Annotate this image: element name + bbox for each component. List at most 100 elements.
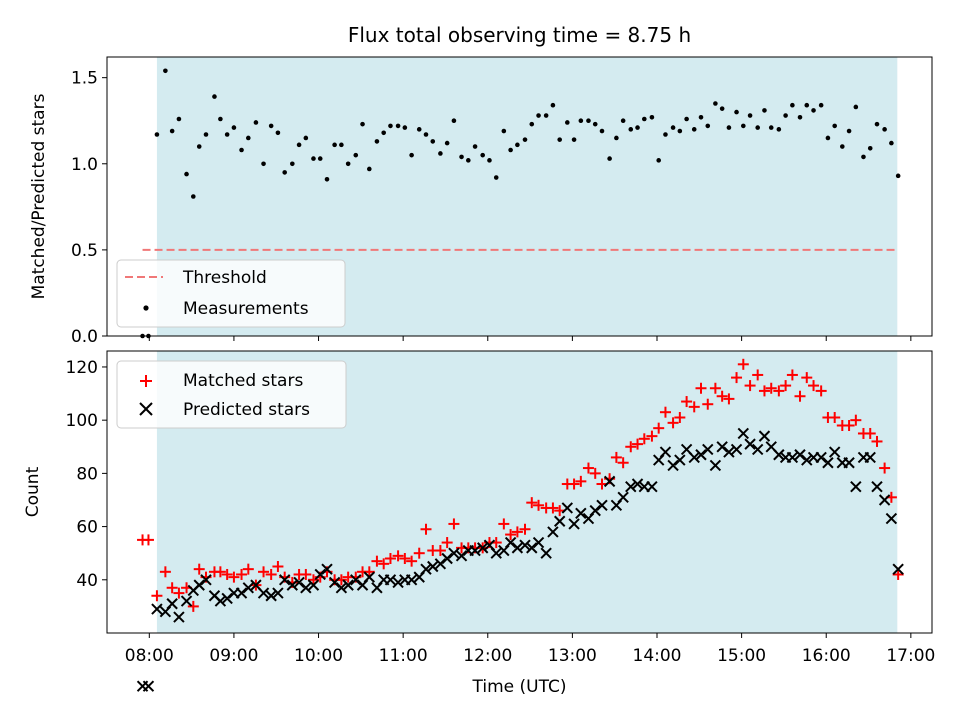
matched-star-point [850, 414, 862, 426]
measurement-point [508, 147, 513, 153]
legend-measurements-swatch [143, 305, 149, 311]
measurement-point [895, 173, 901, 179]
measurement-point [713, 101, 718, 106]
ratio-y-tick-label: 1.0 [71, 155, 98, 175]
matched-star-point [815, 385, 827, 397]
measurement-point [487, 158, 492, 163]
count-plot-frame [106, 350, 933, 634]
measurement-point [677, 128, 683, 134]
matched-star-point [582, 462, 594, 474]
matched-star-point [505, 529, 517, 541]
measurement-point [522, 137, 528, 142]
x-tick-label: 08:00 [125, 646, 174, 666]
measurement-point [416, 127, 422, 132]
matched-star-point [829, 412, 841, 424]
predicted-star-point [737, 427, 750, 440]
matched-star-point [166, 582, 178, 594]
predicted-star-point [434, 558, 447, 570]
matched-star-point [688, 401, 700, 413]
count-panel: 40 60 80 100 120 08:00 09:00 10:00 11:00 12:00 13… [23, 350, 935, 697]
measurement-points [140, 68, 901, 339]
predicted-star-point [892, 563, 904, 575]
ratio-y-axis-label: Matched/Predicted stars [29, 93, 49, 299]
matched-star-point [142, 534, 154, 546]
measurement-point [705, 123, 711, 129]
count-y-tick-label: 120 [66, 358, 98, 378]
x-axis-label: Time (UTC) [472, 677, 567, 697]
measurement-point [290, 161, 295, 167]
predicted-star-point [200, 574, 212, 586]
measurement-point [776, 127, 782, 132]
matched-star-point [519, 523, 531, 535]
matched-star-point [420, 523, 432, 535]
measurement-point [656, 158, 661, 163]
measurement-point [332, 142, 337, 148]
measurement-point [191, 194, 196, 199]
measurement-point [586, 118, 591, 124]
matched-star-point [187, 600, 199, 612]
legend-matched-swatch [140, 375, 152, 387]
measurement-point [691, 127, 697, 132]
matched-star-point [547, 502, 559, 514]
matched-star-point [307, 574, 319, 586]
measurement-point [163, 68, 168, 74]
matched-star-point [441, 537, 453, 549]
measurement-point [176, 116, 182, 122]
measurement-point [846, 128, 852, 134]
matched-star-point [801, 372, 813, 384]
measurement-point [459, 154, 464, 160]
matched-star-point [758, 385, 770, 397]
measurement-point [409, 152, 414, 158]
matched-star-point [533, 499, 545, 511]
predicted-star-point [286, 579, 299, 591]
matched-star-point [392, 550, 404, 562]
matched-star-point [723, 393, 735, 405]
predicted-star-point [278, 574, 291, 586]
predicted-star-point [659, 446, 672, 458]
matched-star-point [737, 358, 749, 370]
predicted-star-point [723, 446, 735, 458]
matched-star-point [434, 545, 446, 557]
measurement-point [874, 121, 880, 127]
measurement-point [493, 175, 499, 180]
predicted-star-point [173, 611, 185, 623]
predicted-star-point [257, 587, 270, 599]
measurement-point [184, 171, 189, 177]
measurement-point [169, 128, 175, 134]
matched-star-point [794, 390, 806, 402]
predicted-star-point [265, 590, 277, 602]
measurement-point [515, 142, 520, 148]
x-tick-label: 14:00 [633, 646, 682, 666]
measurement-point [367, 166, 372, 172]
measurement-point [592, 121, 598, 127]
ratio-legend-box [116, 259, 346, 328]
x-tick-label: 12:00 [463, 646, 512, 666]
predicted-star-point [828, 446, 841, 458]
matched-star-point [681, 396, 693, 408]
measurement-point [345, 161, 351, 167]
measurement-point [867, 145, 873, 151]
matched-star-point [272, 560, 284, 572]
chart-title: Flux total observing time = 8.75 h [348, 23, 691, 47]
predicted-star-point [214, 595, 227, 607]
measurement-point [253, 120, 259, 125]
measurement-point [360, 121, 365, 127]
matched-star-point [575, 475, 587, 487]
matched-star-point [638, 433, 650, 445]
measurement-point [635, 125, 640, 130]
x-tick-label: 09:00 [209, 646, 258, 666]
matched-star-point [659, 406, 671, 418]
measurement-point [203, 132, 209, 137]
predicted-star-point [526, 542, 538, 554]
predicted-star-point [730, 443, 743, 456]
predicted-star-point [314, 568, 326, 581]
measurement-point [224, 132, 230, 137]
predicted-star-point [603, 475, 616, 488]
measurement-point [719, 106, 725, 111]
predicted-star-point [702, 443, 714, 456]
measurement-point [840, 144, 845, 149]
measurement-point [811, 108, 816, 113]
matched-star-point [159, 566, 171, 578]
predicted-star-point [142, 680, 155, 692]
matched-star-point [173, 587, 185, 599]
